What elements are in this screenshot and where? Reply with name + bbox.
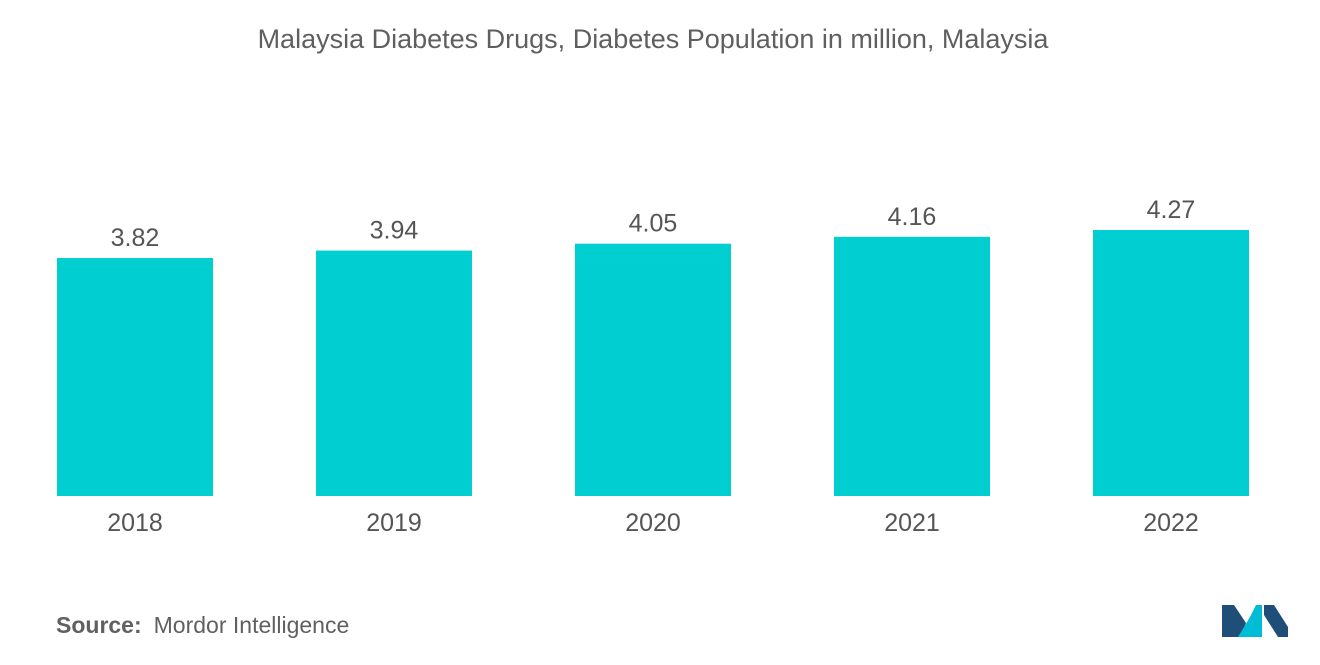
data-label-2022: 4.27	[1147, 196, 1196, 224]
source-label: Source:	[56, 612, 142, 638]
x-tick-label-2021: 2021	[884, 509, 940, 537]
bar-2020	[575, 243, 731, 496]
data-label-2018: 3.82	[111, 224, 160, 252]
logo-shape-right	[1264, 605, 1288, 637]
logo-shape-left	[1222, 605, 1246, 637]
bars-layer: 3.82 2018 3.94 2019 4.05 2020 4.16 2021 4.27 2022	[57, 196, 1249, 537]
data-label-2020: 4.05	[629, 210, 678, 238]
bar-2019	[316, 250, 472, 496]
bar-2022	[1093, 230, 1249, 496]
source-value: Mordor Intelligence	[153, 612, 350, 638]
data-label-2019: 3.94	[370, 217, 419, 245]
bar-2021	[834, 236, 990, 496]
x-tick-label-2018: 2018	[107, 509, 163, 537]
x-tick-label-2022: 2022	[1143, 509, 1199, 537]
source-note: Source: Mordor Intelligence	[56, 612, 349, 639]
x-tick-label-2020: 2020	[625, 509, 681, 537]
x-tick-label-2019: 2019	[366, 509, 422, 537]
mordor-intelligence-logo-icon	[1222, 605, 1288, 637]
logo-shape-mid	[1238, 605, 1262, 637]
data-label-2021: 4.16	[888, 203, 937, 231]
bar-2018	[57, 258, 213, 496]
bar-chart: 3.82 2018 3.94 2019 4.05 2020 4.16 2021 4.27 2022	[57, 196, 1249, 537]
chart-title: Malaysia Diabetes Drugs, Diabetes Popula…	[257, 24, 1049, 54]
